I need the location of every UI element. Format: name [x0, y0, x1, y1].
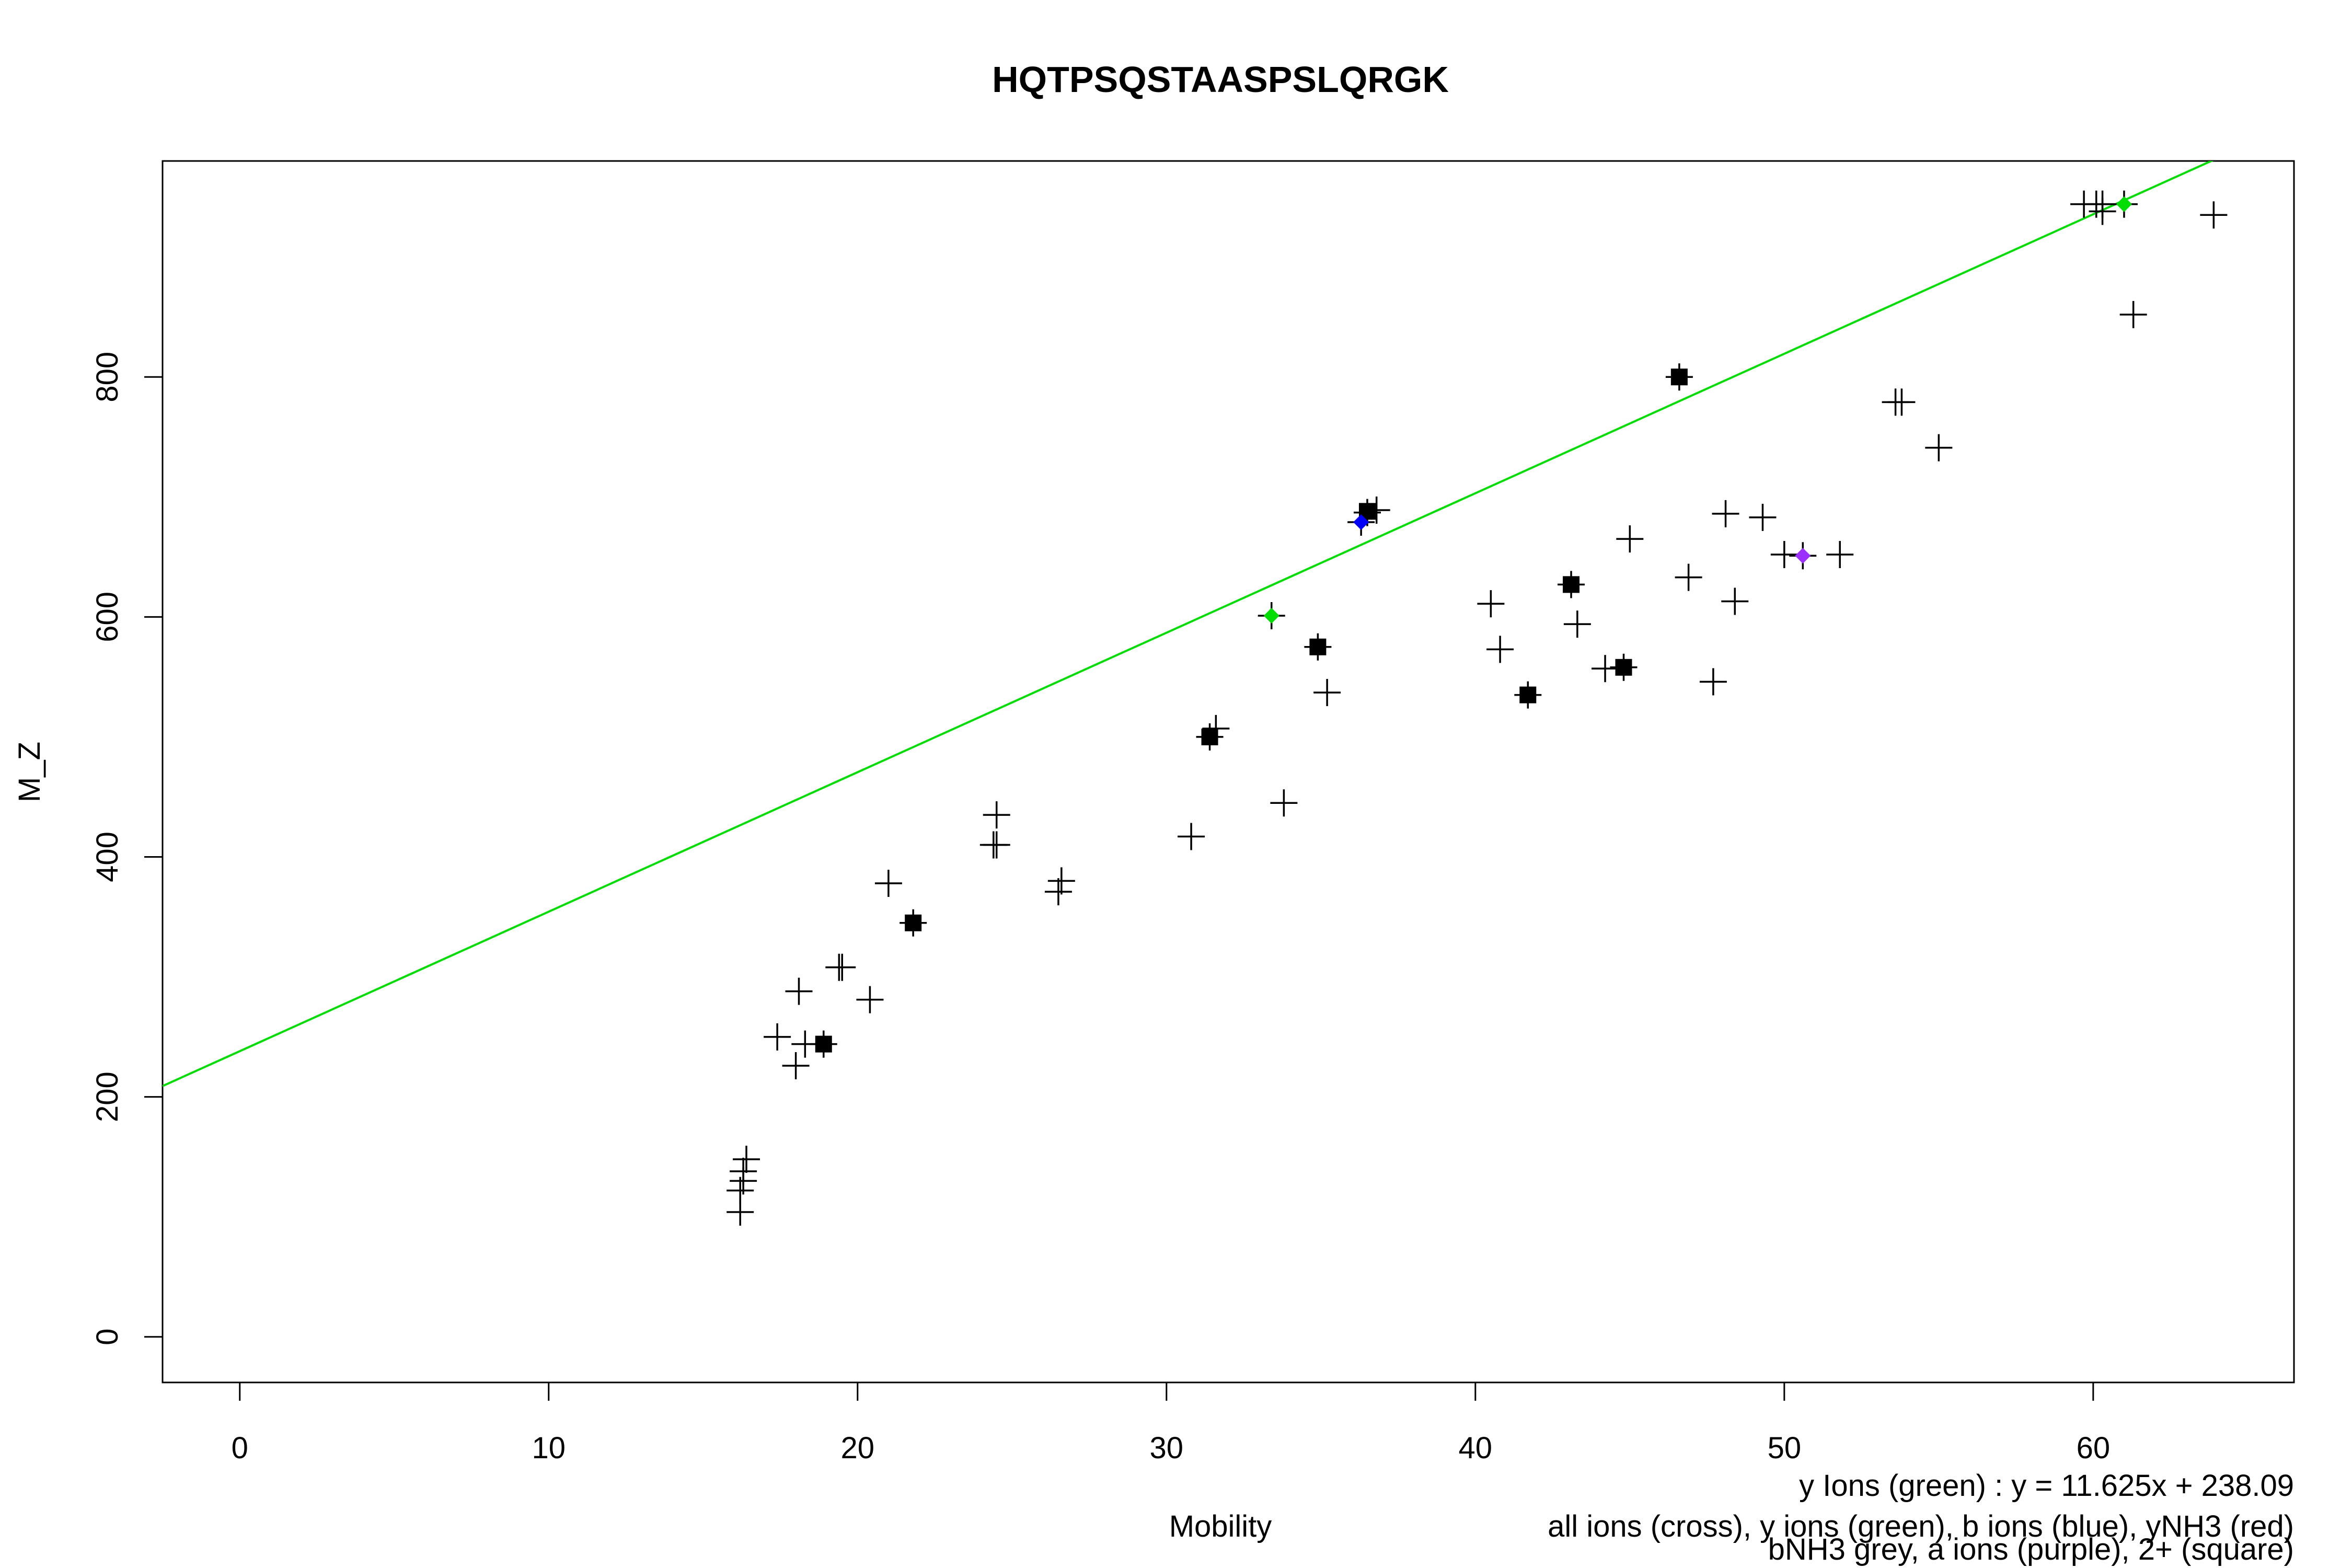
square-point	[815, 1035, 832, 1053]
x-axis: 0 10 20 30 40 50 60	[232, 1381, 2111, 1465]
cross-point	[1712, 500, 1739, 527]
cross-point	[1699, 668, 1727, 696]
ion-legend-note-1: all ions (cross), y ions (green), b ions…	[1548, 1509, 2294, 1543]
fit-line	[163, 161, 2214, 1087]
cross-point	[1563, 610, 1591, 638]
cross-point	[983, 831, 1010, 859]
series-square	[815, 368, 1688, 1053]
square-point	[905, 914, 922, 931]
series-cross	[727, 190, 2228, 1226]
cross-point	[1270, 789, 1298, 817]
cross-point	[730, 1157, 757, 1185]
cross-point	[1675, 563, 1702, 591]
y-axis: 0 200 400 600 800	[90, 352, 164, 1345]
x-tick-label: 10	[532, 1431, 566, 1465]
cross-point	[874, 870, 902, 897]
y-tick-label: 400	[90, 832, 124, 882]
diamond-point	[1353, 514, 1369, 530]
series-diamond	[1353, 514, 1369, 530]
square-point	[1563, 576, 1580, 593]
square-point	[1615, 659, 1632, 676]
points-layer	[727, 190, 2228, 1226]
x-axis-label: Mobility	[1169, 1509, 1272, 1543]
cross-point	[764, 1023, 791, 1051]
cross-point	[1721, 587, 1749, 615]
diamond-point	[1795, 548, 1811, 564]
cross-point	[2119, 301, 2147, 328]
ion-legend-note-2: bNH3 grey, a ions (purple), 2+ (square)	[1768, 1532, 2294, 1566]
cross-point	[1044, 878, 1072, 906]
square-point	[1309, 638, 1327, 655]
square-point	[1670, 368, 1688, 386]
cross-point	[1486, 636, 1514, 663]
cross-point	[856, 986, 884, 1013]
cross-point	[1313, 678, 1341, 706]
diamond-point	[2116, 196, 2132, 212]
square-point	[1519, 686, 1537, 704]
cross-point	[2200, 201, 2228, 229]
cross-point	[2089, 198, 2116, 225]
x-tick-label: 30	[1150, 1431, 1184, 1465]
cross-point	[1178, 823, 1205, 850]
x-tick-label: 40	[1459, 1431, 1493, 1465]
y-tick-label: 800	[90, 352, 124, 402]
x-tick-label: 50	[1768, 1431, 1802, 1465]
cross-point	[1477, 590, 1505, 618]
cross-point	[1047, 867, 1075, 895]
fit-equation-note: y Ions (green) : y = 11.625x + 238.09	[1799, 1469, 2294, 1503]
cross-point	[1826, 540, 1854, 568]
y-tick-label: 600	[90, 592, 124, 642]
y-tick-label: 200	[90, 1071, 124, 1122]
y-tick-label: 0	[90, 1329, 124, 1345]
y-axis-label: M_Z	[13, 742, 47, 802]
cross-point	[782, 1052, 810, 1079]
x-tick-label: 20	[841, 1431, 875, 1465]
fit-line-layer	[163, 161, 2214, 1087]
cross-point	[828, 953, 856, 981]
series-diamond	[1795, 548, 1811, 564]
x-tick-label: 0	[232, 1431, 248, 1465]
plot-frame	[162, 160, 2295, 1383]
diamond-point	[1263, 608, 1279, 624]
x-tick-label: 60	[2077, 1431, 2111, 1465]
cross-point	[1749, 503, 1777, 531]
cross-point	[1888, 388, 1916, 416]
cross-point	[1925, 434, 1953, 462]
cross-point	[1592, 655, 1619, 683]
cross-point	[983, 801, 1010, 829]
cross-point	[733, 1146, 760, 1173]
square-point	[1201, 728, 1218, 745]
series-diamond	[1263, 196, 2132, 624]
cross-point	[785, 977, 813, 1005]
chart-title: HQTPSQSTAASPSLQRGK	[992, 59, 1449, 100]
cross-point	[1616, 525, 1644, 553]
cross-point	[1770, 540, 1798, 568]
